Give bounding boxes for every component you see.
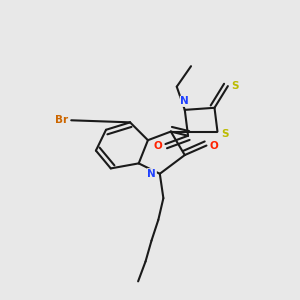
Text: O: O (209, 140, 218, 151)
Text: S: S (221, 129, 229, 139)
Text: N: N (180, 96, 189, 106)
Text: S: S (231, 81, 238, 91)
Text: Br: Br (55, 115, 68, 125)
Text: O: O (154, 141, 163, 152)
Text: N: N (148, 169, 156, 179)
